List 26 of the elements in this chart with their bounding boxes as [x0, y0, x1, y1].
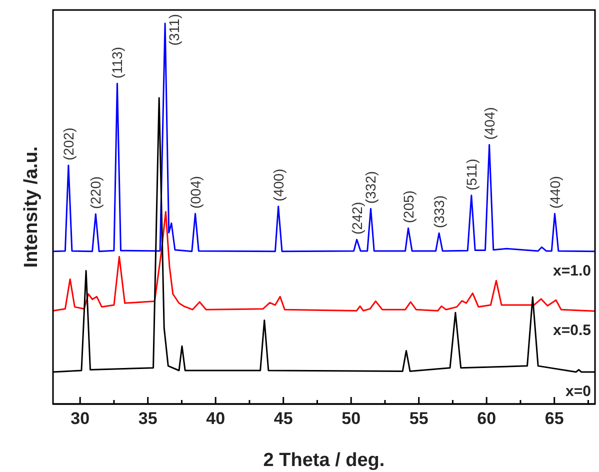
- x-tick-label: 50: [342, 409, 361, 428]
- annotation: (400): [270, 168, 286, 202]
- series-label: x=0.5: [553, 322, 591, 340]
- x-tick-label: 45: [274, 409, 293, 428]
- x-tick-label: 30: [70, 409, 90, 428]
- x-tick-label: 55: [409, 409, 428, 428]
- annotation: (205): [400, 190, 416, 224]
- series-label: x=1.0: [553, 262, 591, 280]
- series-label: x=0: [566, 383, 591, 400]
- x-tick-label: 60: [477, 409, 496, 428]
- x-axis-title: 2 Theta / deg.: [263, 450, 385, 471]
- annotation: (004): [187, 176, 204, 209]
- annotation: (333): [431, 195, 448, 228]
- annotation: (113): [109, 46, 126, 78]
- x-tick-label: 65: [544, 409, 564, 428]
- annotation: (242): [348, 202, 365, 235]
- annotation: (511): [463, 158, 480, 190]
- annotation: (440): [546, 176, 563, 209]
- annotation: (311): [166, 14, 182, 46]
- annotation: (332): [362, 171, 379, 204]
- annotation: (404): [481, 107, 498, 140]
- annotation: (202): [60, 128, 76, 160]
- annotation: (220): [88, 176, 104, 210]
- y-axis-title: Intensity /a.u.: [21, 146, 42, 268]
- x-tick-label: 35: [138, 409, 158, 428]
- x-tick-label: 40: [206, 409, 226, 428]
